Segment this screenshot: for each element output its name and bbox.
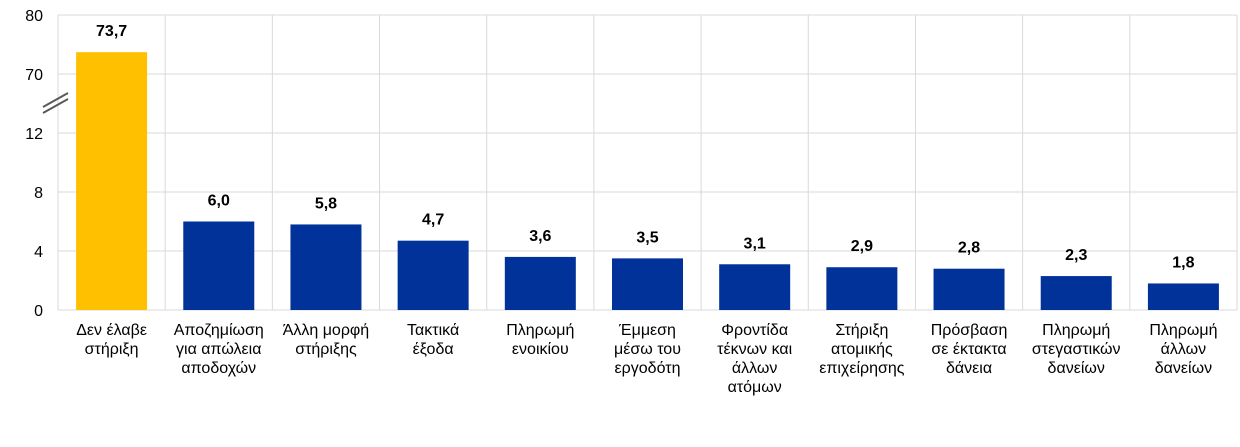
bar	[397, 240, 469, 310]
data-label: 3,5	[636, 229, 658, 246]
data-label: 4,7	[422, 212, 444, 229]
category-label-line: Φροντίδα	[721, 322, 788, 339]
bar	[1147, 283, 1219, 310]
category-label-line: τέκνων και	[717, 341, 792, 358]
category-label-line: επιχείρησης	[819, 360, 905, 377]
category-label: Άλλη μορφή στήριξης	[283, 322, 370, 358]
data-label: 5,8	[315, 195, 337, 212]
bar	[290, 224, 362, 310]
data-label: 2,9	[851, 238, 873, 255]
category-label-line: ατόμων	[728, 379, 782, 396]
data-label: 2,8	[958, 240, 980, 257]
category-label: Φροντίδα τέκνων και άλλων ατόμων	[717, 322, 792, 396]
y-tick-label: 70	[25, 67, 43, 84]
category-label: Πληρωμή άλλων δανείων	[1149, 322, 1217, 377]
category-label-line: Πληρωμή	[1042, 322, 1110, 339]
y-tick-label: 0	[34, 303, 43, 320]
category-label-line: Άλλη μορφή	[283, 322, 370, 339]
bar	[1040, 276, 1112, 310]
data-label: 73,7	[96, 23, 127, 40]
category-label-line: ατομικής	[831, 341, 893, 358]
bar	[826, 267, 898, 310]
bar	[504, 256, 576, 310]
category-label: Δεν έλαβε στήριξη	[76, 322, 147, 358]
data-labels: 73,7 6,0 5,8 4,7 3,6 3,5 3,1 2,9 2,8 2,3 1,8	[96, 23, 1195, 271]
category-label-line: δανείων	[1155, 360, 1212, 377]
category-label: Αποζημίωση για απώλεια αποδοχών	[174, 322, 264, 377]
y-axis-ticks: 0 4 8 12 70 80	[25, 8, 43, 320]
axis-break-line	[42, 98, 69, 114]
category-label-line: αποδοχών	[181, 360, 256, 377]
category-label-line: στήριξης	[295, 341, 357, 358]
category-label: Πληρωμή στεγαστικών δανείων	[1032, 322, 1121, 377]
category-label-line: για απώλεια	[176, 341, 261, 358]
category-label-line: δανείων	[1048, 360, 1105, 377]
category-label-line: σε έκτακτα	[931, 341, 1006, 358]
category-label-line: Αποζημίωση	[174, 322, 264, 339]
data-label: 2,3	[1065, 247, 1087, 264]
data-label: 3,6	[529, 228, 551, 245]
bar	[76, 52, 148, 311]
gridlines	[57, 14, 1238, 311]
category-label-line: Έμμεση	[618, 322, 676, 339]
bar	[933, 268, 1005, 310]
y-tick-label: 8	[34, 185, 43, 202]
category-label-line: ενοικίου	[512, 341, 569, 358]
category-label-line: μέσω του	[614, 341, 681, 358]
data-label: 1,8	[1172, 254, 1194, 271]
category-label: Πληρωμή ενοικίου	[506, 322, 574, 358]
y-tick-label: 80	[25, 8, 43, 25]
category-label-line: Πρόσβαση	[931, 322, 1008, 339]
category-label-line: Πληρωμή	[1149, 322, 1217, 339]
bars	[76, 52, 1219, 311]
category-label-line: Πληρωμή	[506, 322, 574, 339]
bar	[183, 221, 255, 310]
category-label: Έμμεση μέσω του εργοδότη	[614, 322, 681, 377]
category-label: Στήριξη ατομικής επιχείρησης	[819, 322, 905, 377]
bar	[612, 258, 683, 310]
category-labels: Δεν έλαβε στήριξη Αποζημίωση για απώλεια απο…	[76, 322, 1217, 396]
category-label-line: άλλων	[732, 360, 778, 377]
category-label-line: στήριξη	[85, 341, 139, 358]
category-label: Πρόσβαση σε έκτακτα δάνεια	[931, 322, 1008, 377]
category-label-line: στεγαστικών	[1032, 341, 1121, 358]
category-label-line: εργοδότη	[615, 360, 681, 377]
category-label-line: Στήριξη	[835, 322, 888, 339]
bar	[719, 264, 791, 310]
category-label-line: έξοδα	[413, 341, 454, 358]
y-tick-label: 4	[34, 244, 43, 261]
data-label: 6,0	[208, 193, 230, 210]
category-label: Τακτικά έξοδα	[407, 322, 459, 358]
category-label-line: Δεν έλαβε	[76, 322, 147, 339]
data-label: 3,1	[744, 235, 766, 252]
y-tick-label: 12	[25, 126, 43, 143]
category-label-line: Τακτικά	[407, 322, 459, 339]
category-label-line: άλλων	[1161, 341, 1207, 358]
axis-break-line	[42, 92, 69, 108]
axis-break-icon	[42, 92, 69, 114]
category-label-line: δάνεια	[946, 360, 992, 377]
